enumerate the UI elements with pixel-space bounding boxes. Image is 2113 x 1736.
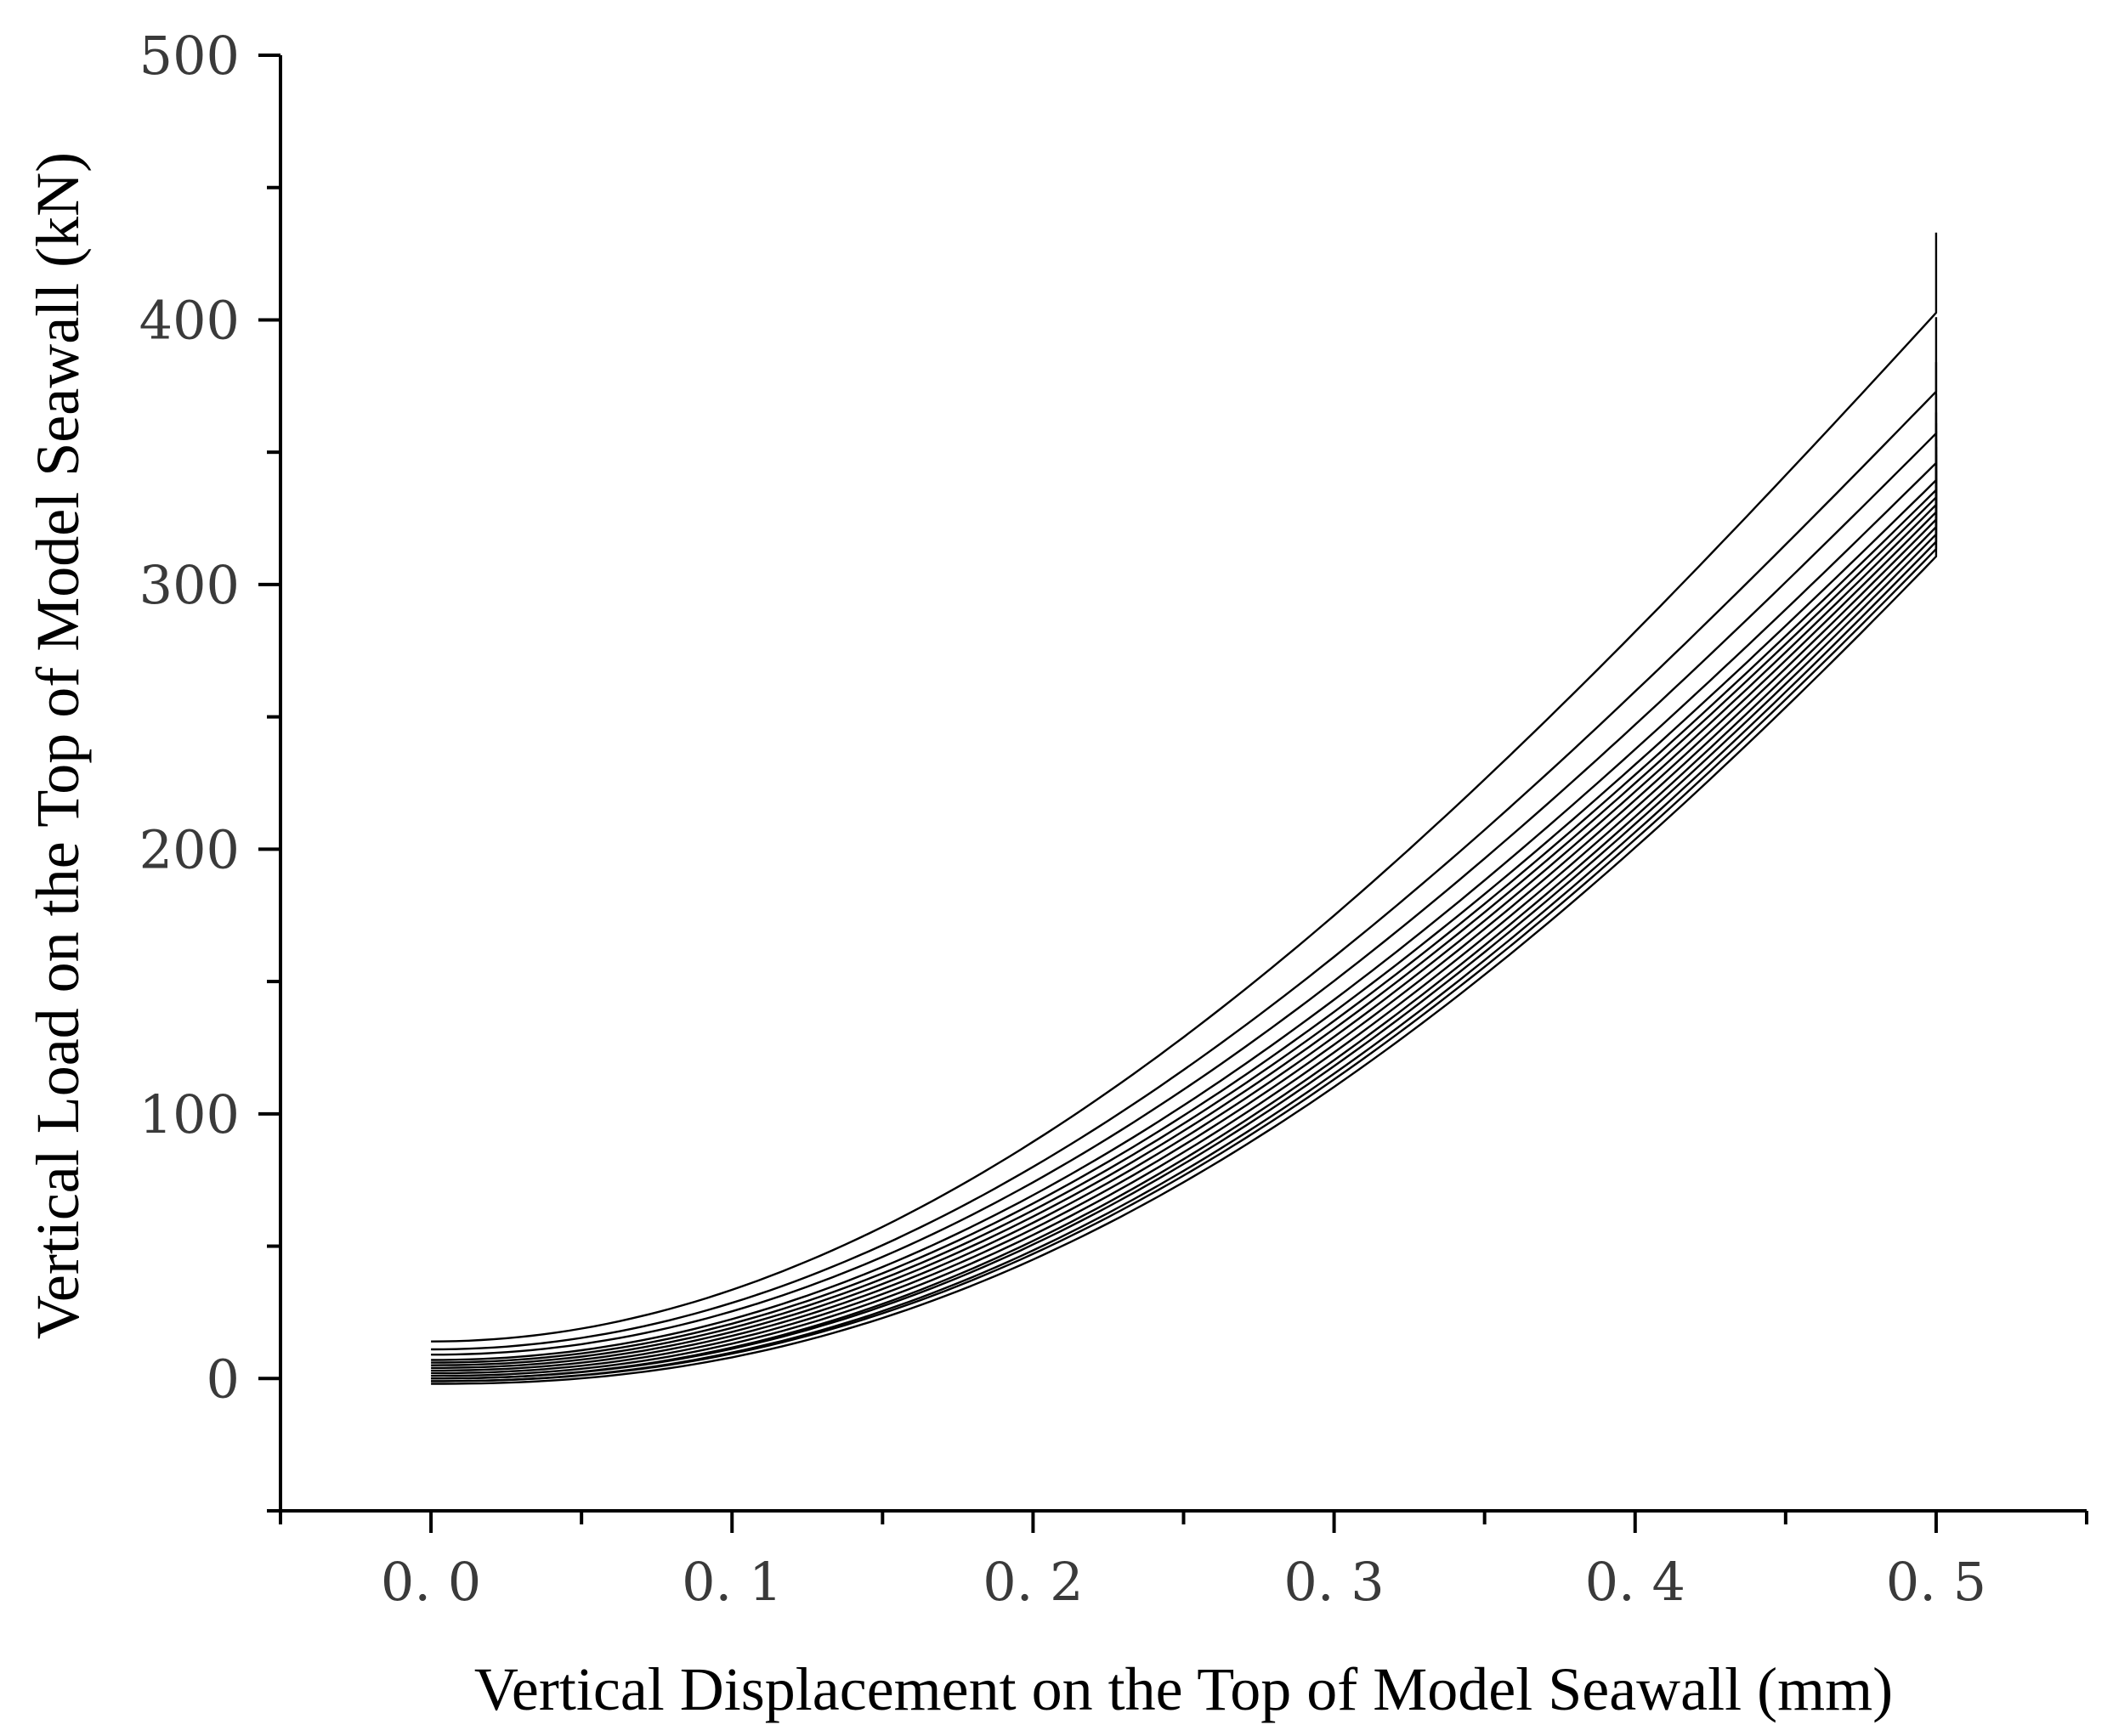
y-tick-label: 100 (139, 1083, 240, 1145)
x-tick-label: 0. 0 (381, 1551, 481, 1613)
y-tick-label: 300 (139, 554, 240, 616)
x-tick-label: 0. 3 (1283, 1551, 1384, 1613)
series-line-cycle-2 (431, 317, 1938, 1351)
series-line-cycle-8 (431, 438, 1938, 1372)
series-line-cycle-15 (431, 495, 1938, 1385)
series-line-cycle-6 (431, 422, 1938, 1366)
x-axis-title: Vertical Displacement on the Top of Mode… (474, 1655, 1893, 1723)
series-line-cycle-10 (431, 455, 1938, 1377)
x-tick-label: 0. 4 (1585, 1551, 1685, 1613)
series-line-cycle-9 (431, 447, 1938, 1375)
series-line-cycle-5 (431, 412, 1938, 1364)
series-line-cycle-4 (431, 393, 1938, 1361)
x-tick-label: 0. 1 (682, 1551, 782, 1613)
y-tick-label: 0 (207, 1348, 240, 1410)
tick-layer: 0. 0 0. 1 0. 2 0. 3 0. 4 0. 5 0 100 200 300 400 500 (139, 25, 2088, 1613)
series-line-cycle-12 (431, 471, 1938, 1380)
x-tick-label: 0. 5 (1886, 1551, 1986, 1613)
series-line-cycle-7 (431, 431, 1938, 1370)
y-tick-label: 400 (139, 289, 240, 351)
series-line-cycle-14 (431, 486, 1938, 1383)
series-line-cycle-11 (431, 462, 1938, 1380)
series-line-cycle-1 (431, 232, 1938, 1343)
y-tick-label: 500 (139, 25, 240, 87)
y-tick-label: 200 (139, 818, 240, 880)
series-line-cycle-13 (431, 478, 1938, 1383)
series-line-cycle-3 (431, 362, 1938, 1356)
x-tick-label: 0. 2 (983, 1551, 1083, 1613)
series-layer (431, 232, 1938, 1385)
y-axis-title: Vertical Load on the Top of Model Seawal… (24, 152, 92, 1339)
axis-layer (279, 55, 2087, 1513)
